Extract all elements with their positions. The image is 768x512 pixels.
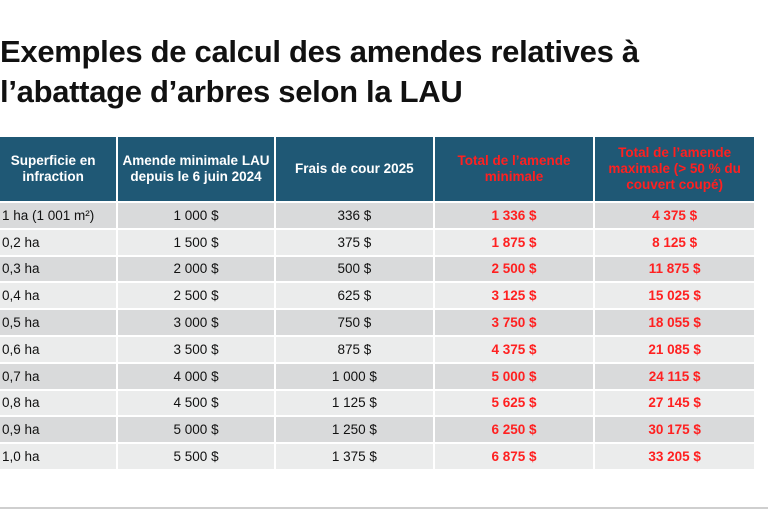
page-title: Exemples de calcul des amendes relatives… [0, 32, 768, 112]
table-row: 0,8 ha 4 500 $ 1 125 $ 5 625 $ 27 145 $ [0, 390, 754, 416]
table-row: 0,6 ha 3 500 $ 875 $ 4 375 $ 21 085 $ [0, 336, 754, 362]
cell-min-fine: 5 500 $ [118, 444, 274, 469]
page-title-line-2: l’abattage d’arbres selon la LAU [0, 74, 463, 109]
cell-total-min: 3 125 $ [434, 283, 594, 309]
cell-court-fees: 336 $ [275, 203, 433, 228]
cell-min-fine: 4 500 $ [118, 390, 274, 416]
table-header-row: Superficie en infraction Amende minimale… [0, 137, 754, 201]
cell-total-min: 4 375 $ [434, 336, 594, 362]
cell-total-min: 5 625 $ [434, 390, 594, 416]
cell-min-fine: 2 500 $ [118, 283, 274, 309]
table-row: 1,0 ha 5 500 $ 1 375 $ 6 875 $ 33 205 $ [0, 444, 754, 469]
cell-court-fees: 1 125 $ [275, 390, 433, 416]
header-min-fine: Amende minimale LAU depuis le 6 juin 202… [118, 137, 274, 201]
header-total-min: Total de l’amende minimale [434, 137, 594, 201]
fines-table: Superficie en infraction Amende minimale… [0, 135, 756, 471]
cell-total-max: 15 025 $ [595, 283, 754, 309]
cell-total-max: 4 375 $ [595, 203, 754, 228]
cell-area: 0,8 ha [0, 390, 117, 416]
table-row: 0,4 ha 2 500 $ 625 $ 3 125 $ 15 025 $ [0, 283, 754, 309]
cell-area: 0,6 ha [0, 336, 117, 362]
cell-court-fees: 625 $ [275, 283, 433, 309]
table-row: 0,7 ha 4 000 $ 1 000 $ 5 000 $ 24 115 $ [0, 363, 754, 389]
cell-min-fine: 1 000 $ [118, 203, 274, 228]
cell-court-fees: 500 $ [275, 256, 433, 282]
cell-area: 0,9 ha [0, 417, 117, 443]
cell-area: 0,2 ha [0, 229, 117, 255]
cell-court-fees: 1 250 $ [275, 417, 433, 443]
table-row: 0,5 ha 3 000 $ 750 $ 3 750 $ 18 055 $ [0, 310, 754, 335]
cell-court-fees: 875 $ [275, 336, 433, 362]
cell-area: 0,3 ha [0, 256, 117, 282]
cell-total-max: 8 125 $ [595, 229, 754, 255]
cell-area: 0,7 ha [0, 363, 117, 389]
cell-total-max: 24 115 $ [595, 363, 754, 389]
cell-total-max: 27 145 $ [595, 390, 754, 416]
cell-min-fine: 4 000 $ [118, 363, 274, 389]
cell-court-fees: 1 375 $ [275, 444, 433, 469]
page-title-line-1: Exemples de calcul des amendes relatives… [0, 34, 639, 69]
header-area: Superficie en infraction [0, 137, 117, 201]
cell-total-min: 6 875 $ [434, 444, 594, 469]
cell-area: 0,5 ha [0, 310, 117, 335]
cell-total-min: 6 250 $ [434, 417, 594, 443]
cell-total-min: 1 875 $ [434, 229, 594, 255]
cell-min-fine: 3 500 $ [118, 336, 274, 362]
cell-min-fine: 5 000 $ [118, 417, 274, 443]
table-row: 1 ha (1 001 m²) 1 000 $ 336 $ 1 336 $ 4 … [0, 203, 754, 228]
table-row: 0,3 ha 2 000 $ 500 $ 2 500 $ 11 875 $ [0, 256, 754, 282]
cell-total-max: 30 175 $ [595, 417, 754, 443]
bottom-divider [0, 507, 768, 509]
cell-court-fees: 1 000 $ [275, 363, 433, 389]
cell-total-min: 1 336 $ [434, 203, 594, 228]
cell-min-fine: 1 500 $ [118, 229, 274, 255]
cell-court-fees: 750 $ [275, 310, 433, 335]
cell-total-max: 18 055 $ [595, 310, 754, 335]
cell-total-max: 21 085 $ [595, 336, 754, 362]
header-total-max: Total de l’amende maximale (> 50 % du co… [595, 137, 754, 201]
cell-area: 1 ha (1 001 m²) [0, 203, 117, 228]
cell-area: 1,0 ha [0, 444, 117, 469]
cell-total-min: 3 750 $ [434, 310, 594, 335]
cell-court-fees: 375 $ [275, 229, 433, 255]
table-row: 0,9 ha 5 000 $ 1 250 $ 6 250 $ 30 175 $ [0, 417, 754, 443]
cell-total-min: 5 000 $ [434, 363, 594, 389]
table-row: 0,2 ha 1 500 $ 375 $ 1 875 $ 8 125 $ [0, 229, 754, 255]
cell-total-max: 11 875 $ [595, 256, 754, 282]
cell-total-max: 33 205 $ [595, 444, 754, 469]
cell-area: 0,4 ha [0, 283, 117, 309]
cell-min-fine: 2 000 $ [118, 256, 274, 282]
cell-min-fine: 3 000 $ [118, 310, 274, 335]
header-court-fees: Frais de cour 2025 [275, 137, 433, 201]
cell-total-min: 2 500 $ [434, 256, 594, 282]
